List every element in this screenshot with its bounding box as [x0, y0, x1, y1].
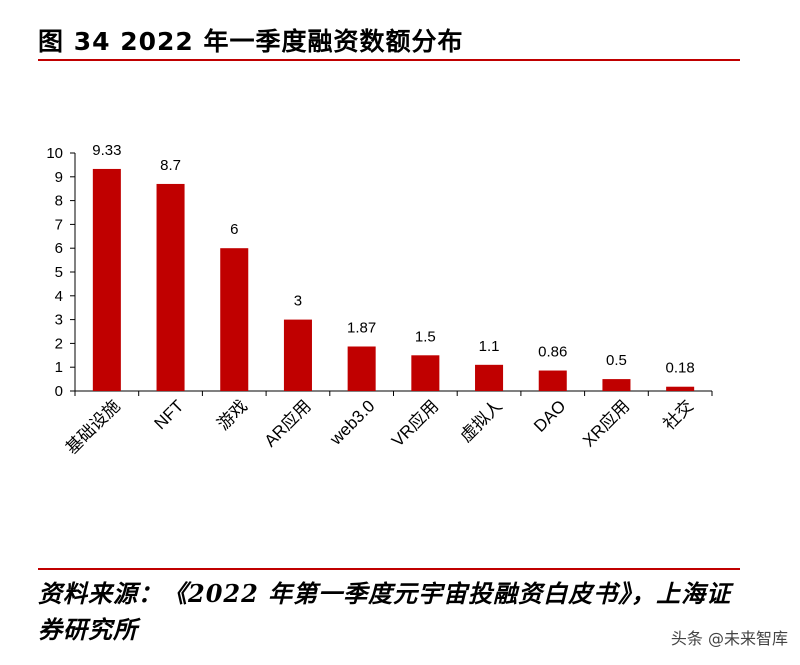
y-tick-label: 3: [55, 312, 63, 329]
bar: [602, 379, 631, 391]
bar: [220, 248, 249, 391]
title-divider: [38, 59, 740, 61]
y-tick-label: 0: [55, 383, 63, 400]
bar: [666, 386, 695, 391]
bar: [92, 168, 121, 391]
chart-title: 图 34 2022 年一季度融资数额分布: [38, 27, 464, 56]
bar: [156, 183, 185, 391]
data-label: 0.18: [666, 360, 695, 377]
bar-chart: 0 1 2 3 4 5 6 7 8 9 10 9.33 基础设施 8.7 NFT 6 游戏 3 AR应用 1.87 w…: [46, 142, 713, 458]
data-label: 1.87: [347, 319, 376, 336]
data-label: 1.1: [479, 338, 500, 355]
category-label: NFT: [151, 396, 188, 433]
data-label: 6: [230, 221, 238, 238]
data-label: 1.5: [415, 328, 436, 345]
y-tick-label: 10: [46, 145, 63, 162]
bar: [475, 364, 504, 391]
y-tick-label: 5: [55, 264, 63, 281]
category-label: AR应用: [261, 396, 315, 450]
source-divider: [38, 568, 740, 570]
y-tick-label: 9: [55, 169, 63, 186]
category-label: XR应用: [579, 396, 633, 450]
y-tick-label: 7: [55, 216, 63, 233]
bar: [411, 355, 440, 391]
data-label: 0.5: [606, 352, 627, 369]
data-label: 3: [294, 293, 302, 310]
y-tick-label: 2: [55, 335, 63, 352]
source-note: 资料来源：《2022 年第一季度元宇宙投融资白皮书》，上海证券研究所: [38, 579, 732, 644]
watermark: 头条 @未来智库: [670, 629, 788, 648]
y-tick-label: 8: [55, 193, 63, 210]
category-label: 游戏: [214, 396, 251, 433]
bar: [347, 346, 376, 391]
category-label: VR应用: [388, 396, 442, 450]
data-label: 8.7: [160, 157, 181, 174]
data-label: 0.86: [538, 344, 567, 361]
y-tick-label: 4: [55, 288, 63, 305]
chart-bars: [92, 168, 695, 391]
bar: [283, 319, 312, 391]
data-label: 9.33: [92, 142, 121, 159]
category-label: DAO: [530, 396, 569, 435]
y-tick-label: 1: [55, 359, 63, 376]
bar: [538, 370, 567, 391]
y-tick-label: 6: [55, 240, 63, 257]
category-label: 虚拟人: [456, 396, 505, 445]
category-label: 社交: [660, 396, 697, 433]
category-label: 基础设施: [62, 396, 124, 458]
category-label: web3.0: [326, 396, 379, 449]
